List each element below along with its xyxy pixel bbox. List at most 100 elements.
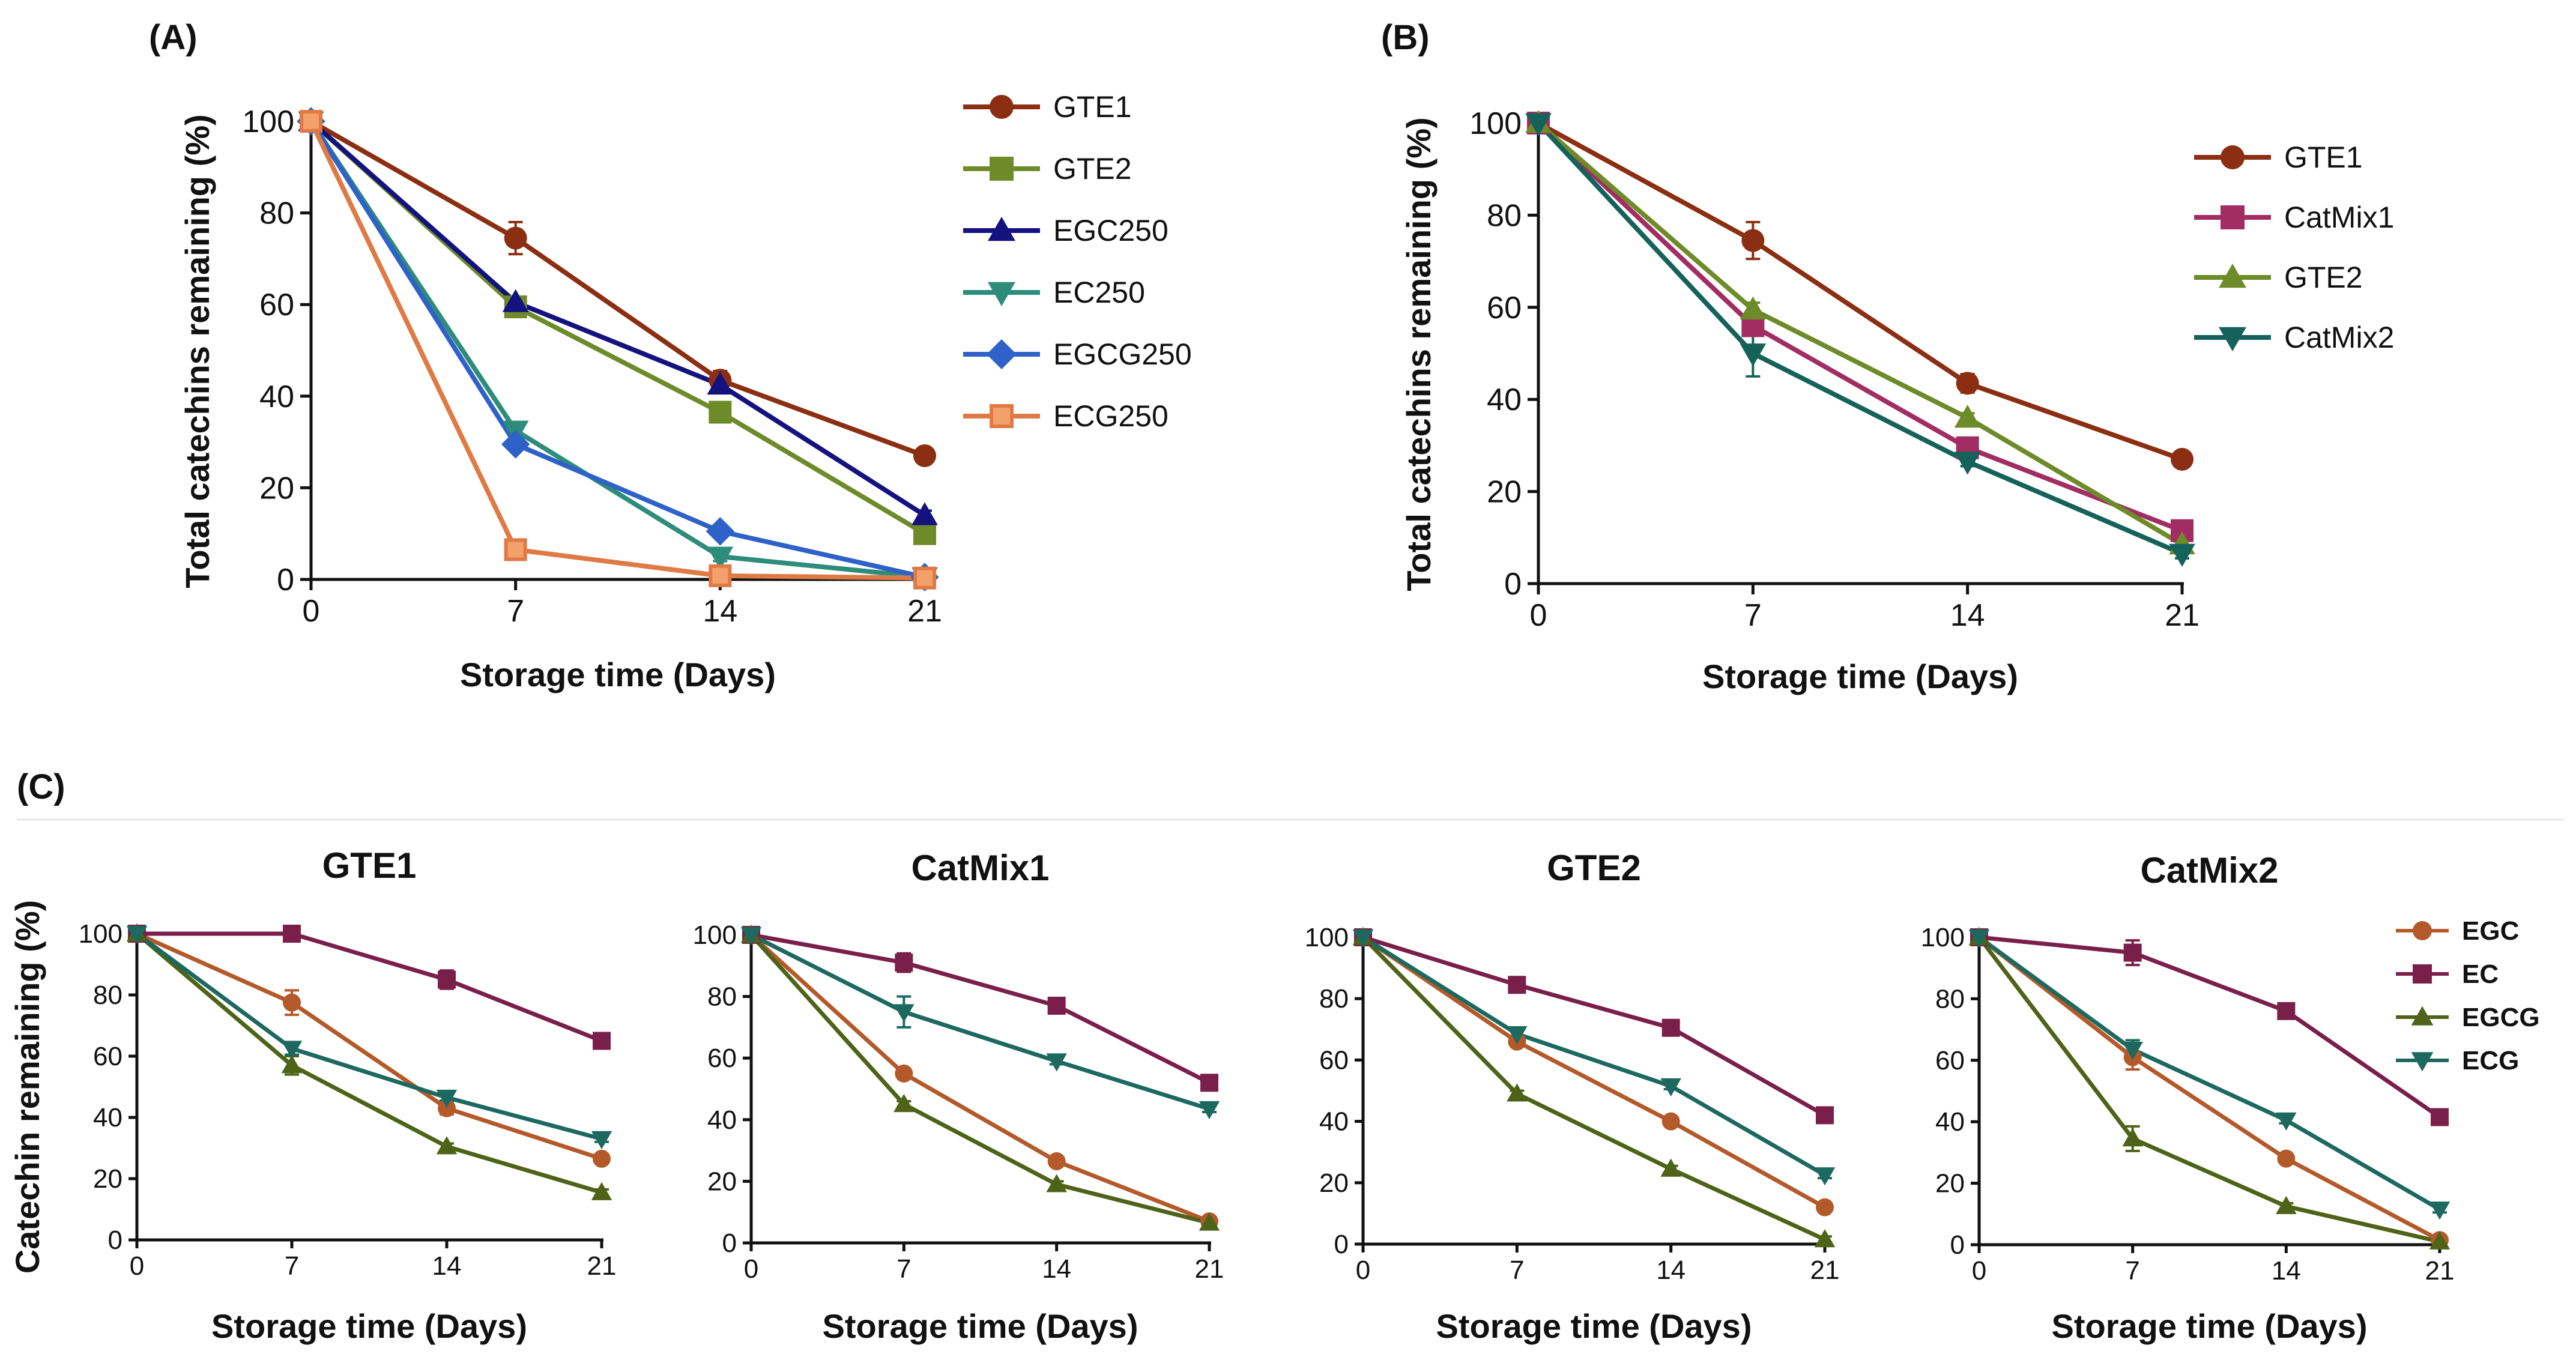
chart-title: CatMix2 <box>2140 850 2278 890</box>
legend-label: ECG250 <box>1053 399 1169 433</box>
legend-label: EGC <box>2462 916 2519 946</box>
data-point-ecg <box>1507 1026 1528 1045</box>
y-tick-label: 80 <box>707 982 737 1012</box>
series-line-egcg250 <box>309 119 925 580</box>
x-tick-label: 7 <box>2125 1256 2139 1286</box>
data-point-egcg250 <box>706 517 735 546</box>
x-tick-label: 14 <box>1042 1254 1071 1284</box>
y-tick-label: 40 <box>707 1105 737 1135</box>
data-point-ecg <box>2122 1041 2143 1060</box>
legend-label: EGC250 <box>1053 214 1169 247</box>
legend-marker-ecg250 <box>990 404 1014 428</box>
data-point-ecg <box>436 1089 458 1108</box>
x-tick-label: 7 <box>1744 598 1762 633</box>
series-line-egc <box>136 931 603 1161</box>
data-point-ecg <box>1046 1053 1067 1072</box>
data-point-egcg <box>2122 1128 2143 1147</box>
y-tick-label: 100 <box>693 920 737 950</box>
data-point-gte1 <box>2171 447 2194 471</box>
y-tick-label: 80 <box>259 196 294 231</box>
y-tick-label: 20 <box>707 1167 737 1196</box>
data-point-gte2 <box>709 400 732 424</box>
legend-label: CatMix2 <box>2284 321 2394 354</box>
y-tick-label: 0 <box>277 563 294 597</box>
series-line-egc250 <box>309 119 927 518</box>
panel-label-b: (B) <box>1381 18 1430 57</box>
legend-marker-gte2 <box>990 157 1014 181</box>
data-point-egc <box>438 1099 456 1117</box>
legend-label: CatMix1 <box>2284 201 2394 234</box>
series-line-ecg250 <box>309 120 925 581</box>
data-point-egcg <box>893 1093 915 1113</box>
y-tick-label: 60 <box>707 1044 737 1073</box>
chart-title: GTE2 <box>1547 848 1641 888</box>
legend-marker-egcg250 <box>987 339 1017 369</box>
data-point-ecg <box>893 1004 915 1023</box>
x-tick-label: 14 <box>1950 598 1985 633</box>
data-point-egc250 <box>707 371 734 395</box>
y-axis-title: Total catechins remaining (%) <box>178 114 216 588</box>
y-tick-label: 60 <box>259 288 294 322</box>
legend-label: EGCG <box>2462 1003 2540 1032</box>
data-point-egcg <box>1046 1174 1067 1192</box>
y-tick-label: 60 <box>93 1042 122 1071</box>
y-tick-label: 20 <box>1319 1168 1349 1198</box>
data-point-ecg <box>1352 929 1374 948</box>
data-point-catmix2 <box>1740 343 1767 367</box>
y-tick-label: 0 <box>722 1229 737 1258</box>
data-point-ec <box>2277 1002 2296 1020</box>
data-point-ec <box>2431 1108 2449 1126</box>
data-point-egc <box>895 1064 913 1083</box>
data-point-egc <box>593 1149 611 1168</box>
series-line-egcg <box>1361 935 1826 1242</box>
series-line-ec <box>137 931 603 1043</box>
y-tick-label: 0 <box>1950 1230 1965 1260</box>
legend-label: GTE1 <box>1053 90 1132 124</box>
series-line-ecg <box>1977 935 2441 1212</box>
data-point-ec <box>438 970 456 989</box>
data-point-ecg <box>281 1041 303 1059</box>
x-tick-label: 21 <box>1810 1256 1840 1285</box>
data-point-ecg250 <box>913 566 936 590</box>
x-axis-title: Storage time (Days) <box>2052 1307 2368 1345</box>
data-point-ecg <box>1814 1167 1836 1186</box>
series-line-gte1 <box>310 119 926 458</box>
legend-marker-catmix1 <box>2221 205 2245 229</box>
chart-a: 0 20 40 60 80 100 0 7 14 21 Storage time (Days) Tot… <box>178 90 1192 694</box>
x-tick-label: 7 <box>507 594 524 629</box>
x-tick-label: 0 <box>1972 1256 1986 1286</box>
data-point-egcg <box>281 1055 303 1074</box>
y-tick-label: 60 <box>1319 1045 1349 1075</box>
x-tick-label: 7 <box>896 1254 911 1284</box>
x-tick-label: 7 <box>1510 1256 1524 1285</box>
x-tick-label: 0 <box>303 594 320 629</box>
chart-c4: 0 20 40 60 80 100 0 7 14 21 Storage time (Days) Cat… <box>1921 850 2540 1345</box>
chart-title: GTE1 <box>322 845 417 886</box>
series-line-gte1 <box>1537 121 2183 462</box>
legend-marker-egc250 <box>988 217 1015 241</box>
y-tick-label: 0 <box>1334 1230 1349 1259</box>
panel-label-c: (C) <box>17 767 65 806</box>
chart-b: 0 20 40 60 80 100 0 7 14 21 Storage time (Days) Tot… <box>1400 106 2394 695</box>
y-tick-label: 0 <box>1504 567 1522 602</box>
y-tick-label: 80 <box>1319 984 1349 1014</box>
y-tick-label: 80 <box>1487 198 1522 233</box>
legend-marker-gte1 <box>2221 145 2245 169</box>
series-line-ecg <box>1362 935 1826 1177</box>
series-line-catmix1 <box>1537 121 2183 533</box>
data-point-egc <box>1816 1198 1834 1216</box>
y-axis-title: Total catechins remaining (%) <box>1400 117 1438 591</box>
chart-title: CatMix1 <box>911 848 1049 888</box>
x-tick-label: 14 <box>703 594 737 629</box>
series-line-ec250 <box>309 119 925 580</box>
legend-marker-gte1 <box>990 95 1014 119</box>
legend-label: GTE1 <box>2284 141 2363 174</box>
series-line-ec <box>1362 935 1826 1117</box>
series-line-egc <box>749 933 1211 1224</box>
legend-label: EC <box>2462 960 2499 989</box>
data-point-egcg <box>1507 1083 1528 1102</box>
panel-label-a: (A) <box>149 18 198 57</box>
data-point-gte1 <box>1956 372 1979 395</box>
series-line-ecg <box>750 932 1211 1111</box>
